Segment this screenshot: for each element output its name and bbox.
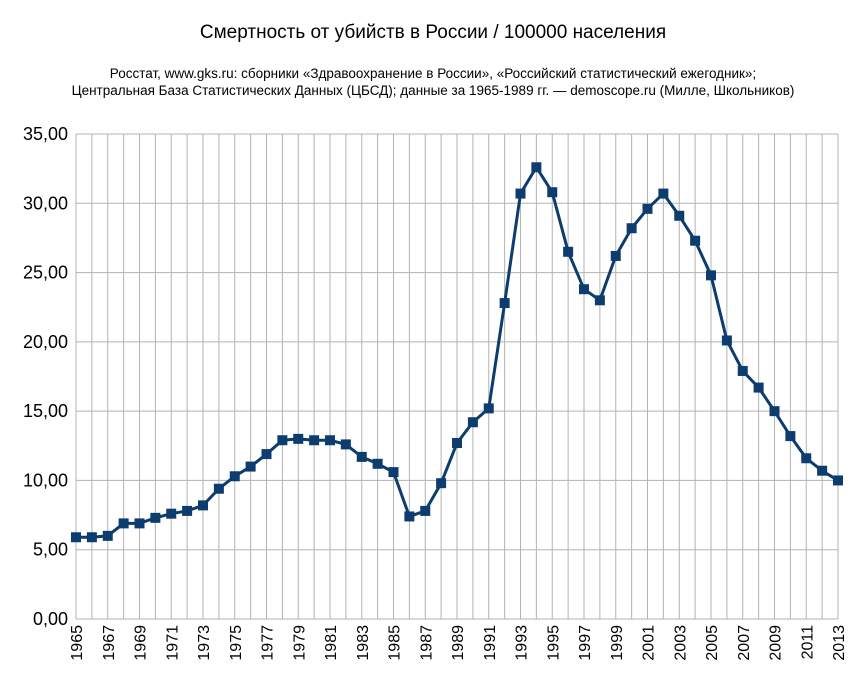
series-homicide-rate — [71, 162, 843, 543]
data-point — [261, 449, 272, 460]
data-point — [737, 365, 748, 376]
data-point — [833, 475, 843, 486]
data-point — [674, 210, 685, 221]
data-point — [436, 478, 447, 489]
data-point — [515, 188, 526, 199]
x-tick-label: 1987 — [418, 625, 435, 661]
data-point — [706, 270, 716, 281]
x-tick-label: 1997 — [577, 625, 594, 661]
data-point — [134, 518, 145, 529]
data-point — [658, 188, 669, 199]
data-point — [467, 417, 478, 428]
x-axis-ticks: 1965 1967 1969 1971 1973 1975 1977 1979 1981 1983… — [69, 625, 848, 661]
x-tick-label: 1983 — [355, 625, 372, 661]
x-tick-label: 1993 — [514, 625, 531, 661]
y-tick-label: 25,00 — [23, 263, 68, 283]
data-point — [531, 162, 542, 173]
data-point — [150, 512, 161, 523]
data-point — [198, 500, 208, 511]
data-point — [547, 187, 558, 198]
x-tick-label: 2013 — [831, 625, 848, 661]
data-point — [483, 403, 494, 414]
data-point — [801, 453, 812, 464]
data-point — [325, 435, 335, 446]
x-tick-label: 1991 — [482, 625, 499, 661]
data-point — [817, 465, 828, 476]
x-tick-label: 1965 — [69, 625, 86, 661]
data-point — [610, 250, 621, 261]
y-tick-label: 15,00 — [23, 401, 68, 421]
y-axis-ticks: 0,00 5,00 10,00 15,00 20,00 25,00 30,00 35,00 — [23, 124, 68, 629]
data-point — [102, 530, 113, 541]
x-tick-label: 1971 — [164, 625, 181, 661]
data-point — [293, 433, 304, 444]
chart-title: Смертность от убийств в России / 100000 … — [199, 22, 667, 43]
data-point — [690, 235, 701, 246]
x-tick-label: 1977 — [260, 625, 277, 661]
x-tick-label: 1967 — [101, 625, 118, 661]
x-tick-label: 1975 — [228, 625, 245, 661]
data-point — [166, 508, 177, 519]
gridlines — [75, 133, 839, 620]
data-point — [213, 483, 224, 494]
x-tick-label: 1973 — [196, 625, 213, 661]
data-point — [340, 439, 351, 450]
data-point — [626, 223, 637, 234]
data-point — [229, 471, 240, 482]
data-point — [642, 203, 653, 214]
x-tick-label: 2007 — [736, 625, 753, 661]
x-tick-label: 2001 — [641, 625, 658, 661]
data-point — [118, 518, 129, 529]
y-tick-label: 30,00 — [23, 193, 68, 213]
data-point — [721, 335, 732, 346]
data-point — [753, 382, 764, 393]
x-tick-label: 1989 — [450, 625, 467, 661]
data-point — [563, 246, 574, 257]
data-point — [420, 505, 431, 516]
data-point — [277, 435, 288, 446]
y-tick-label: 10,00 — [23, 470, 68, 490]
y-tick-label: 20,00 — [23, 332, 68, 352]
data-point — [579, 284, 589, 295]
x-tick-label: 2009 — [768, 625, 785, 661]
data-point — [182, 505, 193, 516]
data-point — [372, 458, 383, 469]
data-point — [785, 431, 796, 442]
x-tick-label: 2011 — [799, 625, 816, 660]
x-tick-label: 1969 — [133, 625, 150, 661]
y-tick-label: 35,00 — [23, 124, 68, 144]
data-point — [388, 467, 399, 478]
x-tick-label: 1985 — [387, 625, 404, 661]
y-tick-label: 5,00 — [33, 540, 68, 560]
data-point — [356, 451, 367, 462]
data-point — [594, 295, 605, 306]
data-point — [404, 511, 415, 522]
x-tick-label: 1979 — [291, 625, 308, 661]
data-point — [769, 406, 780, 417]
x-tick-label: 1995 — [545, 625, 562, 661]
chart-subtitle-line-2: Центральная База Статистических Данных (… — [71, 83, 795, 98]
data-point — [499, 298, 510, 309]
data-point — [309, 435, 320, 446]
y-tick-label: 0,00 — [33, 609, 68, 629]
data-point — [245, 461, 256, 472]
data-point — [452, 438, 462, 449]
x-tick-label: 1981 — [323, 625, 340, 661]
x-tick-label: 2003 — [672, 625, 689, 661]
data-point — [71, 532, 81, 543]
x-tick-label: 1999 — [609, 625, 626, 661]
data-point — [86, 532, 97, 543]
x-tick-label: 2005 — [704, 625, 721, 661]
chart-subtitle-line-1: Росстат, www.gks.ru: сборники «Здравоохр… — [109, 66, 757, 81]
